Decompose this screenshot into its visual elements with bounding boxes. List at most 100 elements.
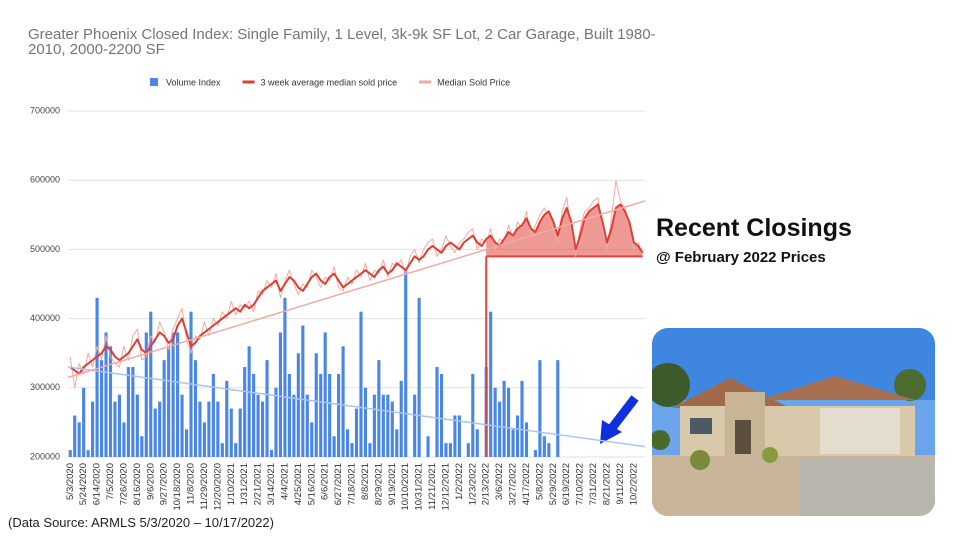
- bar: [287, 373, 291, 457]
- bar: [265, 360, 269, 457]
- bar: [381, 394, 385, 457]
- x-tick-label: 5/16/2021: [306, 463, 317, 505]
- line-series: [69, 179, 644, 389]
- bar: [104, 332, 108, 457]
- chart-title: Greater Phoenix Closed Index: Single Fam…: [28, 26, 656, 58]
- x-tick-label: 5/3/2020: [65, 463, 76, 500]
- bar: [73, 415, 77, 457]
- x-tick-label: 8/16/2020: [132, 463, 143, 505]
- reference-area: [486, 204, 643, 257]
- bar: [498, 401, 502, 457]
- arrow-annotation: [600, 395, 639, 444]
- legend-swatch: [150, 78, 158, 86]
- bar: [131, 367, 135, 457]
- bar: [475, 429, 479, 457]
- bar: [471, 373, 475, 457]
- bar: [538, 360, 542, 457]
- x-tick-label: 1/10/2021: [226, 463, 237, 505]
- bar: [162, 360, 166, 457]
- bar: [386, 394, 390, 457]
- bar: [542, 436, 546, 457]
- bar: [466, 443, 470, 457]
- bar: [292, 394, 296, 457]
- bar: [341, 346, 345, 457]
- bar: [296, 353, 300, 457]
- bar: [149, 311, 153, 457]
- y-tick-label: 400000: [30, 313, 60, 323]
- bar: [216, 401, 220, 457]
- x-tick-label: 9/27/2020: [159, 463, 170, 505]
- bar: [234, 443, 238, 457]
- y-tick-label: 200000: [30, 451, 60, 461]
- x-tick-label: 1/2/2022: [454, 463, 465, 500]
- x-tick-label: 10/18/2020: [172, 463, 183, 511]
- line-series: [69, 203, 644, 375]
- x-tick-label: 1/31/2021: [239, 463, 250, 505]
- bar: [301, 325, 305, 457]
- bar: [158, 401, 162, 457]
- bar: [135, 394, 139, 457]
- bar: [439, 373, 444, 457]
- bar: [426, 436, 430, 457]
- side-subtitle: @ February 2022 Prices: [656, 249, 826, 266]
- bar: [243, 367, 247, 457]
- x-tick-label: 7/18/2021: [347, 463, 358, 505]
- bar: [117, 394, 122, 457]
- bar: [256, 394, 260, 457]
- bar: [332, 436, 336, 457]
- bar: [323, 332, 327, 457]
- x-tick-label: 1/23/2022: [467, 463, 478, 505]
- bar: [274, 387, 278, 457]
- x-tick-label: 3/27/2022: [508, 463, 519, 505]
- x-tick-label: 7/26/2020: [118, 463, 129, 505]
- bar: [547, 443, 551, 457]
- bar: [261, 401, 265, 457]
- bar: [363, 387, 368, 457]
- x-tick-label: 11/29/2020: [199, 463, 210, 510]
- bar: [493, 387, 497, 457]
- y-tick-label: 500000: [30, 244, 60, 254]
- bar: [113, 401, 117, 457]
- bar: [515, 415, 520, 457]
- x-tick-label: 9/6/2020: [145, 463, 156, 500]
- x-tick-label: 4/4/2021: [279, 463, 290, 500]
- bar: [167, 346, 171, 457]
- x-tick-label: 8/29/2021: [373, 463, 384, 505]
- x-tick-label: 5/29/2022: [548, 463, 559, 505]
- bar: [533, 450, 537, 457]
- bar: [390, 401, 394, 457]
- x-tick-label: 4/25/2021: [293, 463, 304, 505]
- bar: [305, 394, 309, 457]
- house-photo: [652, 328, 935, 516]
- bar: [225, 380, 229, 457]
- x-tick-label: 6/6/2021: [320, 463, 331, 500]
- bar: [144, 332, 148, 457]
- x-tick-label: 10/10/2021: [400, 463, 411, 511]
- x-tick-label: 12/20/2020: [212, 463, 223, 511]
- x-tick-label: 5/8/2022: [534, 463, 545, 500]
- x-tick-label: 7/5/2020: [105, 463, 116, 500]
- x-tick-label: 3/14/2021: [266, 463, 277, 505]
- bar: [507, 387, 511, 457]
- bar: [180, 394, 184, 457]
- bar: [126, 367, 130, 457]
- bar: [220, 443, 224, 457]
- bar: [328, 373, 332, 457]
- bar: [238, 408, 242, 457]
- x-tick-label: 8/8/2021: [360, 463, 371, 500]
- bar: [345, 429, 350, 457]
- bar: [68, 450, 72, 457]
- bar: [269, 450, 274, 457]
- bar: [252, 373, 256, 457]
- trend-line: [67, 200, 646, 379]
- bar: [520, 380, 524, 457]
- bar: [198, 401, 202, 457]
- y-tick-label: 300000: [30, 382, 60, 392]
- bar: [86, 450, 90, 457]
- bar: [448, 443, 452, 457]
- x-tick-label: 2/13/2022: [481, 463, 492, 505]
- x-tick-label: 4/17/2022: [521, 463, 532, 505]
- bar: [457, 415, 461, 457]
- bar: [95, 297, 99, 457]
- x-tick-label: 6/27/2021: [333, 463, 344, 505]
